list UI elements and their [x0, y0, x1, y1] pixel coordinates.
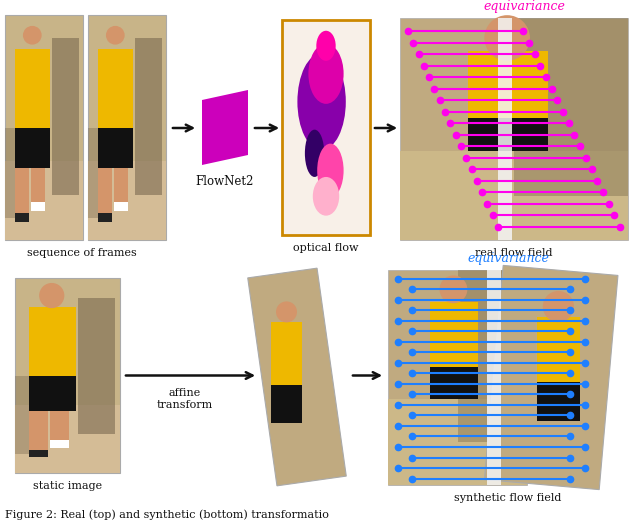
- Bar: [15, 213, 29, 222]
- Bar: [400, 151, 628, 240]
- Circle shape: [440, 276, 467, 304]
- Bar: [15, 376, 41, 453]
- Bar: [98, 213, 112, 222]
- Polygon shape: [484, 266, 618, 490]
- Bar: [430, 302, 479, 367]
- Ellipse shape: [308, 44, 344, 104]
- Bar: [31, 202, 45, 211]
- Bar: [15, 404, 120, 473]
- Bar: [468, 118, 548, 151]
- Bar: [271, 322, 302, 386]
- Bar: [15, 49, 50, 127]
- Bar: [5, 127, 24, 217]
- Bar: [5, 161, 83, 240]
- Bar: [514, 18, 628, 196]
- Bar: [282, 20, 370, 235]
- Bar: [15, 278, 120, 473]
- Bar: [52, 37, 79, 195]
- Text: static image: static image: [33, 481, 102, 491]
- Text: transform: transform: [157, 400, 213, 410]
- Bar: [537, 317, 580, 382]
- Bar: [114, 202, 128, 211]
- Bar: [29, 376, 76, 411]
- Bar: [486, 270, 500, 485]
- Bar: [88, 15, 166, 240]
- Ellipse shape: [298, 53, 346, 150]
- Bar: [50, 411, 68, 440]
- Text: affine: affine: [169, 388, 201, 398]
- Text: equivariance: equivariance: [483, 0, 565, 13]
- Circle shape: [543, 291, 574, 322]
- Circle shape: [484, 15, 530, 61]
- Bar: [468, 52, 548, 118]
- Bar: [430, 367, 479, 399]
- Bar: [114, 168, 128, 202]
- Text: synthetic flow field: synthetic flow field: [454, 493, 562, 503]
- Bar: [29, 450, 47, 458]
- Bar: [458, 270, 527, 442]
- Bar: [271, 386, 302, 423]
- Bar: [498, 18, 512, 240]
- Bar: [31, 168, 45, 202]
- Bar: [88, 161, 166, 240]
- Bar: [50, 440, 68, 448]
- Bar: [400, 18, 628, 240]
- Circle shape: [106, 26, 125, 45]
- Bar: [88, 127, 108, 217]
- Bar: [537, 382, 580, 420]
- Polygon shape: [202, 90, 248, 165]
- Bar: [135, 37, 162, 195]
- Bar: [29, 307, 76, 376]
- Text: Figure 2: Real (top) and synthetic (bottom) transformatio: Figure 2: Real (top) and synthetic (bott…: [5, 510, 329, 520]
- Bar: [78, 298, 115, 434]
- Bar: [15, 127, 50, 168]
- Bar: [5, 15, 83, 240]
- Ellipse shape: [305, 129, 324, 177]
- Circle shape: [276, 301, 297, 322]
- Bar: [388, 399, 527, 485]
- Circle shape: [23, 26, 42, 45]
- Text: real flow field: real flow field: [476, 248, 553, 258]
- Bar: [98, 127, 133, 168]
- Bar: [15, 168, 29, 213]
- Ellipse shape: [317, 144, 344, 197]
- Bar: [98, 49, 133, 127]
- Bar: [388, 270, 527, 485]
- Bar: [98, 168, 112, 213]
- Polygon shape: [248, 268, 346, 486]
- Text: equivariance: equivariance: [467, 252, 549, 265]
- Ellipse shape: [316, 31, 336, 61]
- Bar: [29, 411, 47, 450]
- Text: FlowNet2: FlowNet2: [196, 175, 254, 188]
- Text: sequence of frames: sequence of frames: [27, 248, 137, 258]
- Ellipse shape: [313, 177, 339, 216]
- Text: optical flow: optical flow: [293, 243, 359, 253]
- Circle shape: [39, 283, 65, 308]
